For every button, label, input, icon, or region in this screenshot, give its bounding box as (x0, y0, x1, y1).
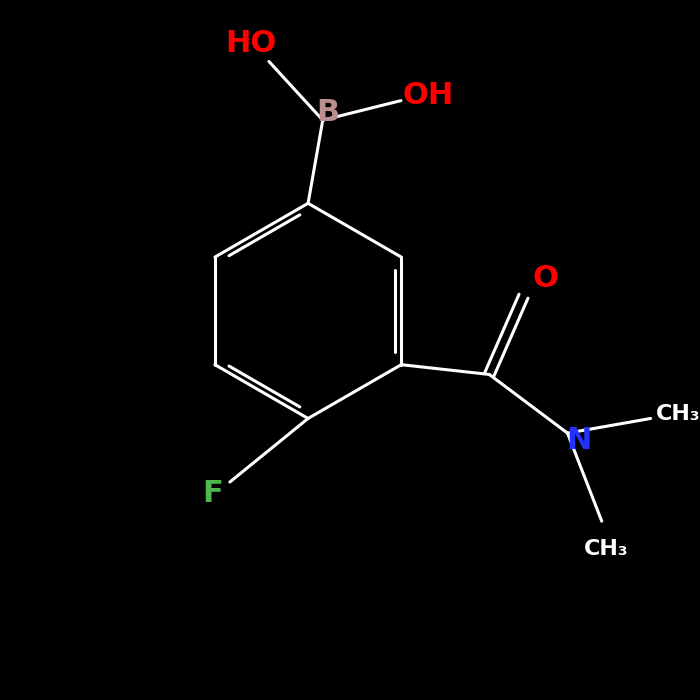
Text: B: B (316, 98, 340, 127)
Text: HO: HO (225, 29, 277, 58)
Text: N: N (566, 426, 592, 456)
Text: O: O (532, 264, 558, 293)
Text: CH₃: CH₃ (656, 404, 700, 424)
Text: OH: OH (402, 81, 454, 110)
Text: F: F (202, 480, 223, 508)
Text: CH₃: CH₃ (584, 538, 629, 559)
